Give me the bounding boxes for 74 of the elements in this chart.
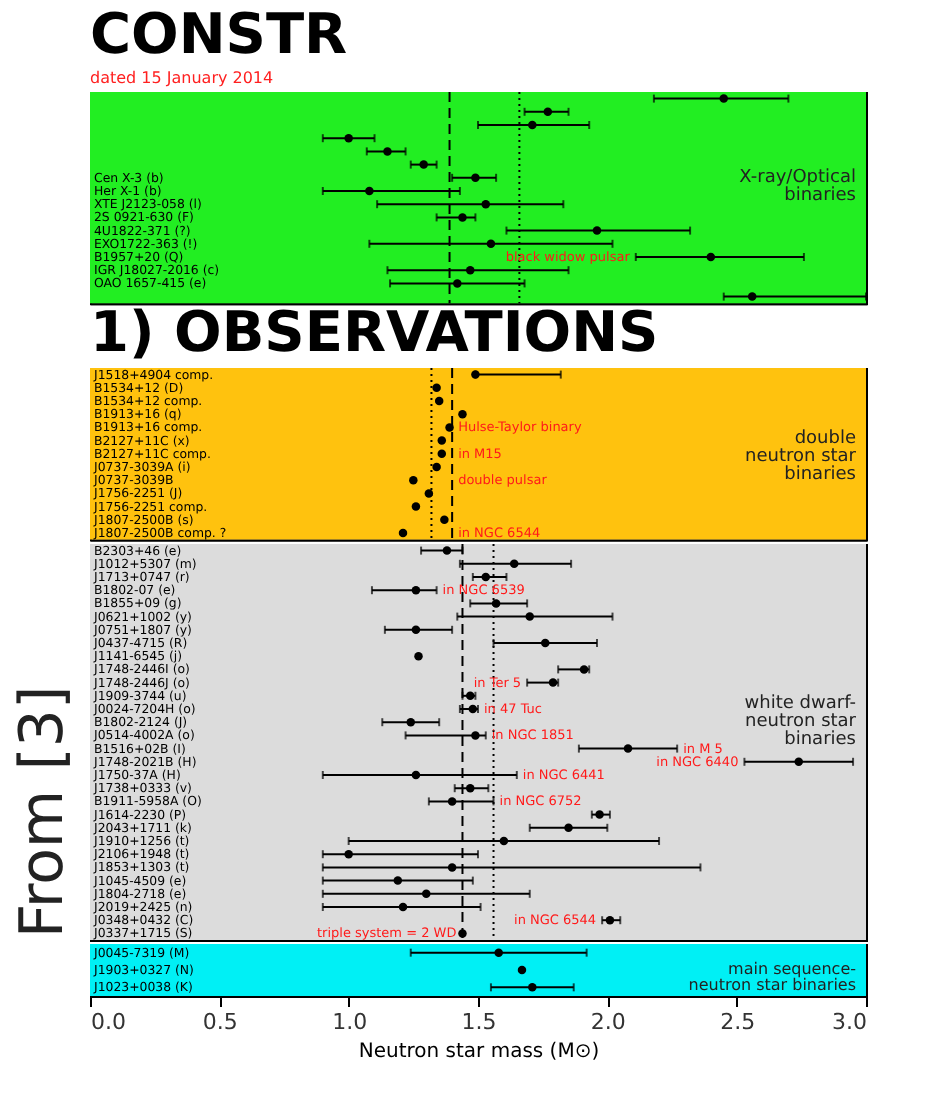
- point: [564, 823, 573, 833]
- point: [393, 876, 403, 885]
- point: [491, 599, 501, 608]
- point: [548, 678, 558, 687]
- point: [623, 744, 633, 753]
- point: [440, 515, 449, 525]
- chart-subtitle: dated 15 January 2014: [90, 69, 274, 87]
- point: [719, 94, 728, 103]
- x-tick-label: 1.0: [332, 1009, 368, 1035]
- point: [466, 783, 475, 793]
- point: [471, 173, 480, 183]
- point: [365, 186, 374, 196]
- text: From [3]: [8, 685, 78, 939]
- point: [541, 638, 550, 648]
- point: [592, 226, 602, 235]
- point: [471, 731, 480, 740]
- point: [411, 770, 421, 780]
- point: [605, 915, 615, 925]
- point: [509, 559, 519, 569]
- point: [458, 213, 467, 222]
- point: [409, 475, 418, 485]
- point: [383, 147, 392, 156]
- point: [344, 133, 353, 143]
- point: [525, 612, 534, 621]
- point: [579, 665, 589, 674]
- point: [411, 625, 421, 635]
- point: [458, 929, 467, 938]
- annotation: X-ray/Optical binaries: [739, 168, 857, 207]
- annotation: double neutron star binaries: [745, 428, 857, 485]
- annotation: main sequence- neutron star binaries: [688, 960, 857, 994]
- point: [406, 717, 415, 727]
- x-tick-label: 3.0: [832, 1009, 867, 1035]
- point: [453, 279, 462, 288]
- chart-title: 1) OBSERVATIONS: [90, 299, 659, 365]
- point: [543, 107, 553, 117]
- point: [468, 704, 478, 714]
- point: [466, 265, 475, 275]
- point: [398, 528, 408, 538]
- point: [414, 651, 423, 661]
- point: [422, 889, 431, 899]
- point: [445, 423, 454, 432]
- point: [437, 449, 447, 459]
- point: [747, 292, 757, 301]
- chart-title: CONSTR: [90, 1, 348, 67]
- x-tick-label: 0.5: [202, 1009, 238, 1035]
- point: [447, 797, 457, 806]
- point: [432, 462, 441, 472]
- point: [398, 902, 408, 912]
- point: [434, 396, 444, 406]
- x-tick-label: 0.0: [91, 1009, 126, 1035]
- point: [466, 691, 475, 701]
- point: [424, 489, 434, 498]
- point: [706, 252, 716, 262]
- x-axis-title: Neutron star mass (M⊙): [358, 1041, 600, 1063]
- point: [595, 810, 604, 819]
- point: [447, 863, 457, 872]
- x-tick-label: 1.5: [461, 1009, 497, 1035]
- point: [794, 757, 803, 767]
- x-tick-label: 2.0: [590, 1009, 626, 1035]
- point: [419, 160, 428, 169]
- point: [432, 383, 441, 393]
- point: [486, 239, 496, 249]
- point: [442, 546, 452, 555]
- point: [499, 836, 509, 846]
- annotation: white dwarf- neutron star binaries: [744, 694, 857, 751]
- point: [481, 199, 490, 209]
- point: [411, 585, 421, 595]
- point: [437, 436, 447, 445]
- point: [528, 120, 537, 130]
- point: [411, 502, 421, 511]
- point: [458, 409, 467, 419]
- x-tick-label: 2.5: [720, 1009, 756, 1035]
- point: [344, 849, 353, 859]
- point: [481, 572, 490, 582]
